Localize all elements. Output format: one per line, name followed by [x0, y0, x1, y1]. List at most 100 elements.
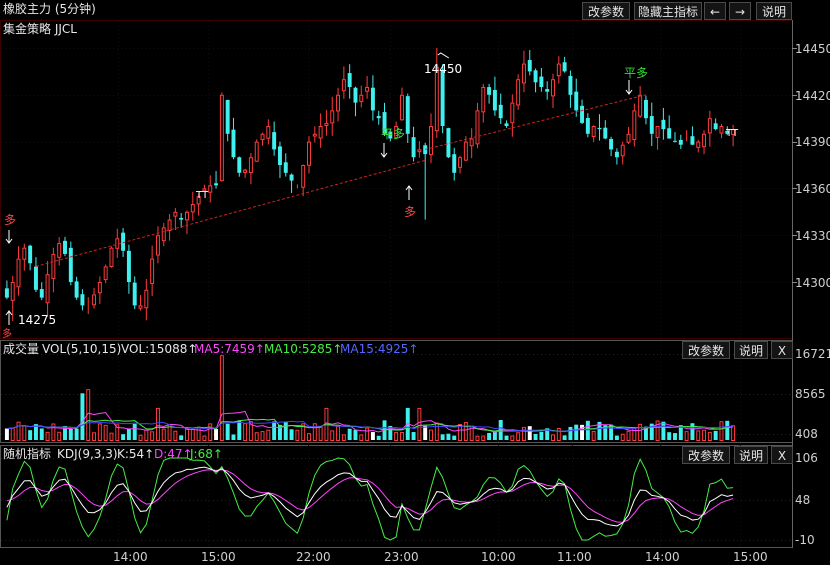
hide-main-indicator-button[interactable]: 隐藏主指标: [634, 2, 702, 20]
candle-body: [277, 146, 282, 165]
signal-long-label: 多: [4, 213, 17, 227]
candle-body: [417, 149, 422, 153]
volume-indicator-name: VOL(5,10,15): [42, 342, 122, 356]
candle-body: [492, 89, 497, 111]
long-signal-arrow: [5, 238, 13, 244]
y-tick-label: 14360: [795, 182, 830, 196]
volume-bar: [591, 431, 596, 442]
volume-bar: [138, 434, 143, 442]
volume-bar: [115, 424, 120, 442]
volume-bar: [562, 435, 567, 440]
volume-bar: [597, 421, 602, 440]
volume-bar: [521, 426, 526, 442]
low-signal-tag: 多: [2, 329, 12, 340]
volume-ma15-line: [6, 420, 734, 432]
arrow-right-icon[interactable]: →: [729, 2, 751, 20]
volume-bar: [347, 428, 352, 440]
candle-body: [341, 79, 346, 92]
volume-bar: [57, 431, 62, 441]
candle-body: [353, 87, 358, 103]
candle-body: [33, 266, 38, 290]
volume-bar: [556, 427, 561, 442]
signal-markers: T TT T: [5, 52, 739, 325]
signal-close-long-label: 平多: [624, 66, 649, 80]
volume-bar: [359, 434, 364, 442]
candle-body: [696, 141, 701, 148]
candle-body: [272, 132, 277, 150]
candle-body: [440, 69, 445, 126]
candle-body: [161, 227, 166, 242]
help-button[interactable]: 说明: [756, 2, 792, 20]
candle-body: [562, 62, 567, 72]
candle-body: [248, 157, 253, 174]
volume-help-button[interactable]: 说明: [734, 341, 768, 359]
candle-body: [399, 94, 404, 121]
volume-bar: [452, 435, 457, 440]
candle-body: [243, 169, 248, 173]
volume-y-tick: 8565: [795, 387, 826, 401]
volume-bar: [533, 433, 538, 440]
candle-body: [638, 94, 643, 117]
volume-bar: [161, 428, 166, 441]
volume-bar: [568, 426, 573, 440]
volume-bar: [132, 423, 137, 440]
volume-bar: [551, 434, 555, 442]
volume-bar: [609, 424, 614, 440]
candle-body: [231, 129, 236, 158]
volume-bar: [28, 430, 33, 440]
volume-bar: [667, 432, 672, 440]
candle-body: [92, 294, 97, 306]
edit-params-button[interactable]: 改参数: [582, 2, 630, 20]
candle-body: [725, 130, 730, 134]
volume-bar: [696, 430, 701, 442]
volume-value: VOL:15088↑: [121, 342, 198, 356]
candle-body: [475, 110, 480, 145]
volume-bar: [80, 393, 85, 440]
candle-body: [330, 110, 335, 124]
volume-bar: [539, 431, 544, 440]
volume-close-icon[interactable]: X: [771, 341, 793, 359]
volume-bar: [475, 435, 480, 441]
volume-bar: [516, 432, 521, 442]
kdj-lines: [6, 457, 734, 541]
volume-bar: [103, 424, 108, 442]
candle-body: [707, 118, 712, 134]
signal-close-long-label: 平多: [381, 127, 406, 141]
candle-body: [121, 232, 126, 251]
volume-bar: [649, 423, 654, 440]
chart-title: 橡胶主力 (5分钟): [3, 2, 96, 16]
volume-bar: [713, 430, 718, 440]
arrow-left-icon[interactable]: ←: [704, 2, 726, 20]
kdj-y-tick: 106: [795, 451, 818, 465]
volume-y-tick: 408: [795, 427, 818, 441]
volume-bar: [388, 425, 393, 440]
volume-bar: [429, 429, 433, 441]
volume-bar: [173, 430, 178, 441]
volume-bar: [307, 433, 311, 441]
candle-body: [219, 94, 224, 182]
volume-bar: [301, 423, 306, 441]
kdj-edit-params-button[interactable]: 改参数: [682, 446, 730, 464]
tick-mark-glyph: T: [195, 190, 203, 201]
candle-body: [551, 79, 555, 97]
candle-body: [411, 137, 416, 158]
volume-edit-params-button[interactable]: 改参数: [682, 341, 730, 359]
volume-bar: [45, 431, 50, 441]
candle-body: [504, 123, 509, 126]
kdj-close-icon[interactable]: X: [771, 446, 793, 464]
trend-line-segment: [425, 94, 647, 150]
candle-body: [185, 211, 189, 221]
candle-body: [289, 174, 294, 181]
tick-mark-glyph: T: [725, 128, 733, 139]
kdj-panel-label: 随机指标: [3, 447, 52, 461]
volume-bar: [394, 431, 399, 442]
candle-body: [80, 294, 85, 306]
candle-body: [713, 123, 718, 130]
kdj-help-button[interactable]: 说明: [734, 446, 768, 464]
y-tick-label: 14420: [795, 89, 830, 103]
candle-body: [539, 76, 544, 87]
y-tick-label: 14330: [795, 229, 830, 243]
volume-bar: [399, 432, 404, 442]
candle-body: [673, 140, 677, 142]
strategy-label: 集金策略 JJCL: [3, 22, 77, 36]
